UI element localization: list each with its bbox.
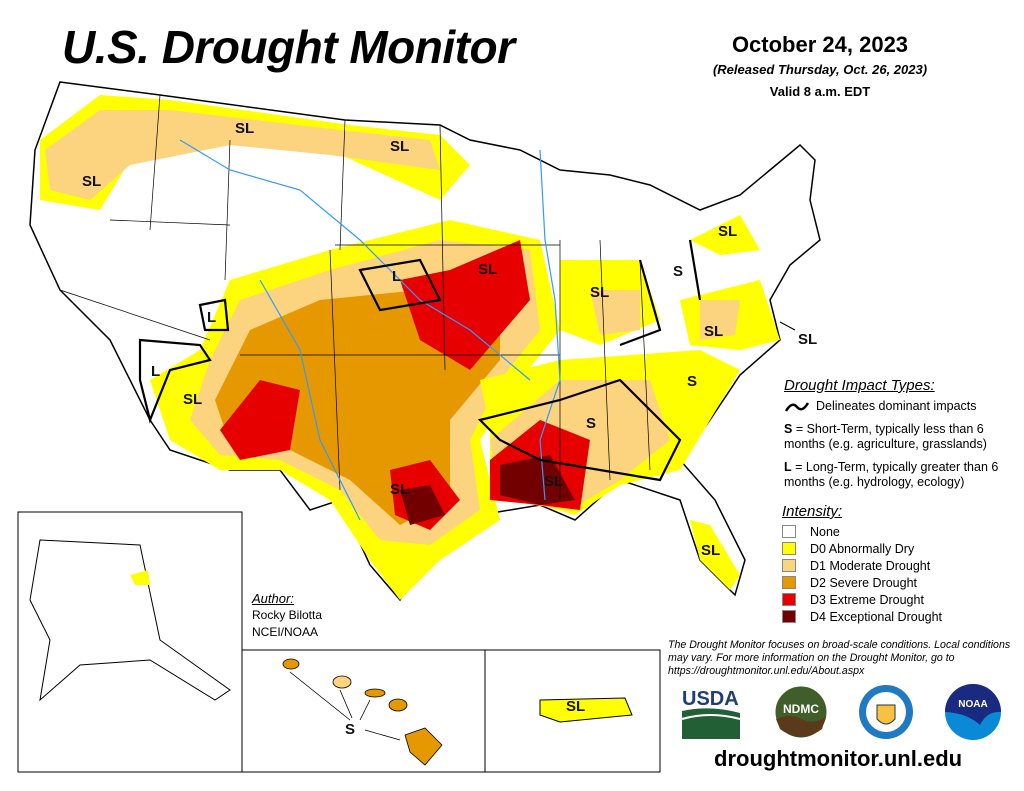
alaska-drought (130, 570, 150, 585)
valid-time: Valid 8 a.m. EDT (769, 84, 871, 99)
intensity-title: Intensity: (782, 503, 843, 520)
delineation-line-icon (784, 401, 810, 412)
author-name: Rocky Bilotta (252, 608, 323, 622)
author-block: Author: Rocky Bilotta NCEI/NOAA (252, 590, 322, 641)
intensity-item: D2 Severe Drought (782, 574, 942, 591)
author-org: NCEI/NOAA (252, 625, 319, 639)
intensity-item: D4 Exceptional Drought (782, 608, 942, 625)
ndmc-logo: NDMC (772, 683, 830, 741)
impact-label: SL (478, 261, 497, 278)
usda-logo: USDA (681, 688, 741, 739)
color-swatch (782, 542, 796, 555)
puerto-rico-outline (539, 697, 633, 723)
impact-label: SL (704, 323, 723, 340)
intensity-label: D4 Exceptional Drought (810, 609, 943, 624)
impact-label: SL (183, 391, 202, 408)
website-url[interactable]: droughtmonitor.unl.edu (714, 746, 963, 771)
release-date: (Released Thursday, Oct. 26, 2023) (712, 62, 928, 77)
color-swatch (782, 610, 796, 623)
intensity-label: None (810, 524, 840, 539)
impact-label: S (345, 721, 355, 738)
intensity-label: D1 Moderate Drought (810, 558, 931, 573)
page-title: U.S. Drought Monitor (62, 21, 515, 73)
intensity-item: D0 Abnormally Dry (782, 540, 942, 557)
color-swatch (782, 576, 796, 589)
short-term-description: = Short-Term, typically less than 6 mont… (784, 422, 987, 451)
color-swatch (782, 525, 796, 538)
ndmc-text: NDMC (783, 702, 819, 716)
svg-text:USDA: USDA (682, 688, 739, 710)
long-term-key: L (784, 460, 792, 474)
impact-label: L (151, 363, 160, 380)
color-swatch (782, 559, 796, 572)
impact-label: SL (544, 473, 563, 490)
impact-label: S (586, 415, 596, 432)
impact-label: S (687, 373, 697, 390)
noaa-logo: NOAA (945, 684, 1001, 740)
disclaimer-note: The Drought Monitor focuses on broad-sca… (668, 639, 1011, 677)
impact-label: SL (390, 481, 409, 498)
impact-label: SL (390, 138, 409, 155)
hawaii-inset (241, 649, 486, 773)
intensity-item: None (782, 523, 942, 540)
rivers (179, 139, 561, 521)
impact-label: SL (718, 223, 737, 240)
impact-label: L (207, 309, 216, 326)
intensity-label: D0 Abnormally Dry (810, 541, 915, 556)
state-borders (59, 94, 651, 500)
intensity-label: D2 Severe Drought (810, 575, 918, 590)
color-swatch (782, 593, 796, 606)
impact-delineations (138, 239, 702, 482)
sl-leader-line (779, 321, 796, 331)
commerce-seal-logo (859, 685, 913, 739)
impact-types-legend: Drought Impact Types: Delineates dominan… (784, 378, 1019, 498)
impact-label: SL (235, 120, 254, 137)
impact-label: S (673, 263, 683, 280)
alaska-outline (29, 539, 231, 702)
impact-label: SL (701, 542, 720, 559)
map-date: October 24, 2023 (731, 32, 909, 57)
impact-types-title: Drought Impact Types: (784, 377, 935, 394)
delineation-description: Delineates dominant impacts (816, 399, 977, 413)
intensity-legend: Intensity: None D0 Abnormally Dry D1 Moder… (782, 503, 942, 625)
hawaii-islands (282, 658, 443, 766)
intensity-label: D3 Extreme Drought (810, 592, 924, 607)
impact-label: L (392, 268, 401, 285)
drought-areas (40, 95, 780, 600)
long-term-description: = Long-Term, typically greater than 6 mo… (784, 460, 999, 489)
intensity-item: D1 Moderate Drought (782, 557, 942, 574)
impact-label: SL (798, 331, 817, 348)
intensity-item: D3 Extreme Drought (782, 591, 942, 608)
impact-label: SL (590, 284, 609, 301)
impact-label: SL (566, 698, 585, 715)
svg-text:NOAA: NOAA (958, 699, 987, 710)
impact-label: SL (82, 173, 101, 190)
short-term-key: S (784, 422, 793, 436)
author-heading: Author: (252, 591, 294, 606)
